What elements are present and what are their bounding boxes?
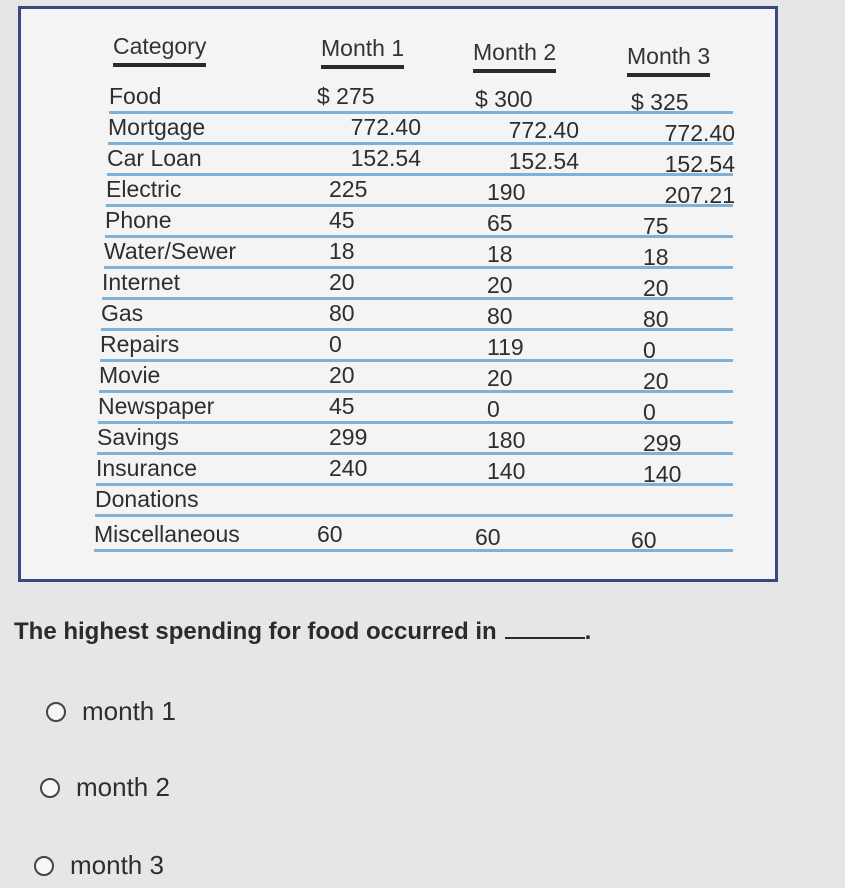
cell-month-2: 119 [487,334,524,360]
option-label: month 2 [76,772,170,802]
row-separator [107,173,733,176]
budget-table-panel: Category Month 1 Month 2 Month 3 Food $ 2… [18,6,778,582]
cell-month-3: 0 [643,337,656,363]
cell-month-2: 140 [487,458,526,484]
radio-button[interactable] [40,777,60,798]
cell-month-1: 18 [329,238,355,264]
cell-month-2: 20 [487,272,513,298]
cell-month-2: $ 300 [475,86,533,112]
row-category: Gas [101,300,144,326]
row-separator [109,111,733,114]
option-label: month 3 [70,850,164,880]
cell-month-3: 152.54 [664,151,735,177]
cell-month-2: 190 [487,179,526,205]
cell-month-3: 20 [643,368,669,394]
row-category: Savings [97,424,179,450]
row-category: Donations [95,486,199,512]
row-separator [106,204,733,207]
cell-month-2: 20 [487,365,513,391]
cell-month-1: 45 [329,207,355,233]
row-category: Car Loan [107,145,202,171]
row-separator [104,266,733,269]
row-category: Electric [106,176,182,202]
header-month-1: Month 1 [321,35,405,69]
cell-month-1: $ 275 [317,83,375,109]
row-category: Miscellaneous [94,521,240,547]
cell-month-3: 60 [631,527,657,553]
cell-month-2: 65 [487,210,513,236]
row-category: Food [109,83,162,109]
cell-month-3: 0 [643,399,656,425]
row-category: Water/Sewer [104,238,237,264]
question-text: The highest spending for food occurred i… [14,618,591,646]
row-separator [101,328,733,331]
option-label: month 1 [82,696,176,726]
question-stem: The highest spending for food occurred i… [14,618,497,645]
cell-month-2: 0 [487,396,500,422]
cell-month-3: 20 [643,275,669,301]
row-separator [98,421,733,424]
cell-month-2: 152.54 [508,148,579,174]
cell-month-1: 299 [329,424,368,450]
row-separator [95,514,733,517]
row-category: Movie [99,362,161,388]
row-separator [99,390,733,393]
option-month-2[interactable]: month 2 [40,772,170,803]
row-category: Mortgage [108,114,206,140]
radio-button[interactable] [46,701,66,722]
cell-month-1: 60 [317,521,343,547]
question-end-mark: . [584,618,592,645]
cell-month-3: 75 [643,213,669,239]
cell-month-1: 772.40 [350,114,421,140]
cell-month-2: 60 [475,524,501,550]
row-category: Repairs [100,331,180,357]
cell-month-2: 18 [487,241,513,267]
row-category: Insurance [96,455,198,481]
cell-month-1: 80 [329,300,355,326]
cell-month-2: 80 [487,303,513,329]
cell-month-3: 299 [643,430,682,456]
row-separator [96,483,733,486]
cell-month-3: 80 [643,306,669,332]
cell-month-1: 20 [329,269,355,295]
answer-blank [504,637,585,639]
cell-month-3: 18 [643,244,669,270]
cell-month-1: 152.54 [350,145,421,171]
row-category: Newspaper [98,393,215,419]
option-month-1[interactable]: month 1 [46,696,176,727]
radio-button[interactable] [34,855,54,876]
row-separator [94,549,733,552]
cell-month-3: $ 325 [631,89,689,115]
header-month-3: Month 3 [627,43,711,77]
cell-month-2: 772.40 [508,117,579,143]
cell-month-1: 0 [329,331,342,357]
header-category: Category [113,33,207,67]
cell-month-1: 225 [329,176,368,202]
row-separator [105,235,733,238]
row-separator [100,359,733,362]
row-category: Phone [105,207,172,233]
cell-month-3: 772.40 [664,120,735,146]
header-month-2: Month 2 [473,39,557,73]
option-month-3[interactable]: month 3 [34,850,164,881]
row-separator [97,452,733,455]
row-separator [102,297,733,300]
cell-month-2: 180 [487,427,526,453]
cell-month-1: 45 [329,393,355,419]
row-separator [108,142,733,145]
cell-month-1: 20 [329,362,355,388]
cell-month-3: 140 [643,461,682,487]
cell-month-1: 240 [329,455,368,481]
cell-month-3: 207.21 [664,182,735,208]
row-category: Internet [102,269,180,295]
